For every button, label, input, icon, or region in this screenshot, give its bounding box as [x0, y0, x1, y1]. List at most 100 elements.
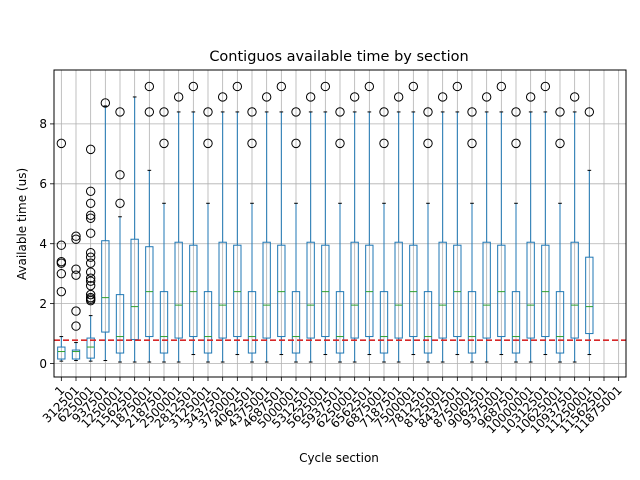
box-9062501 [481, 92, 492, 363]
box-body [335, 291, 345, 354]
outlier-point [203, 138, 213, 149]
outlier-point [349, 92, 360, 102]
box-body [497, 244, 506, 338]
outlier-point [85, 248, 96, 258]
outlier-point [437, 92, 448, 102]
box-body [291, 291, 301, 354]
box-2187501 [159, 107, 169, 363]
box-body [526, 241, 535, 339]
outlier-point [144, 107, 155, 117]
outlier-point [56, 240, 67, 250]
box-10625001 [555, 107, 565, 363]
box-body [365, 244, 374, 338]
outlier-point [247, 138, 257, 149]
outlier-point [85, 258, 96, 268]
box-body [277, 244, 286, 338]
outlier-point [525, 92, 536, 102]
outlier-point [71, 264, 81, 274]
box-body [350, 241, 359, 339]
box-body [306, 241, 315, 339]
box-body [57, 346, 66, 360]
outlier-point [379, 138, 389, 149]
y-tick-label: 6 [39, 177, 47, 191]
box-body [189, 244, 198, 338]
box-9687501 [511, 107, 521, 363]
box-5937501 [335, 107, 345, 363]
box-body [585, 256, 594, 335]
outlier-point [56, 138, 67, 149]
box-1 [56, 138, 67, 362]
box-body [482, 241, 491, 339]
box-5000001 [291, 107, 301, 363]
box-body [71, 349, 81, 360]
outlier-point [85, 252, 96, 262]
outlier-point [379, 107, 389, 117]
box-1562501 [130, 96, 139, 363]
outlier-point [276, 81, 287, 92]
outlier-point [71, 306, 81, 316]
box-body [511, 291, 521, 354]
y-axis-ticks: 0 2 4 6 8 [39, 117, 54, 371]
outlier-point [85, 210, 96, 220]
outlier-point [364, 81, 375, 92]
outlier-point [408, 81, 419, 92]
box-body [218, 241, 227, 339]
outlier-point [159, 107, 169, 117]
y-tick-label: 2 [39, 297, 47, 311]
box-937501 [100, 98, 111, 362]
outlier-point [188, 81, 199, 92]
box-8125001 [437, 92, 448, 363]
y-axis-title: Available time (us) [15, 168, 29, 280]
box-8437501 [452, 81, 463, 356]
outlier-point [71, 270, 81, 280]
box-body [379, 291, 389, 354]
outlier-point [85, 292, 96, 303]
outlier-point [71, 321, 81, 331]
box-5312501 [305, 92, 316, 363]
outlier-point [555, 138, 565, 149]
outlier-point [540, 81, 551, 92]
outlier-point [85, 186, 96, 197]
box-body [409, 244, 418, 338]
outlier-point [261, 92, 272, 102]
outlier-point [71, 234, 81, 244]
outlier-point [71, 231, 81, 241]
outlier-point [56, 256, 67, 267]
box-11250001 [584, 107, 595, 356]
outlier-point [511, 138, 521, 149]
box-body [203, 291, 213, 354]
box-body [321, 244, 330, 338]
box-body [438, 241, 447, 339]
box-1250001 [115, 107, 125, 363]
outlier-point [232, 81, 243, 92]
outlier-point [203, 107, 213, 117]
box-2812501 [188, 81, 199, 356]
x-axis-title: Cycle section [299, 451, 379, 465]
outlier-point [291, 138, 301, 149]
outlier-point [173, 92, 184, 102]
outlier-point [56, 286, 67, 297]
box-7500001 [408, 81, 419, 356]
outlier-point [217, 92, 228, 102]
box-body [101, 240, 110, 333]
box-3437501 [217, 92, 228, 363]
outlier-point [159, 138, 169, 149]
outlier-point [85, 198, 96, 208]
outlier-point [423, 138, 433, 149]
outlier-point [467, 138, 477, 149]
outlier-point [393, 92, 404, 102]
box-body [233, 244, 242, 338]
outlier-point [335, 107, 345, 117]
box-7812501 [423, 107, 433, 363]
outlier-point [115, 107, 125, 117]
box-body [174, 241, 183, 339]
box-body [159, 291, 169, 354]
box-body [130, 238, 139, 341]
outlier-point [85, 144, 96, 155]
box-body [86, 337, 95, 359]
outlier-point [85, 280, 96, 291]
outlier-point [85, 267, 96, 277]
outlier-point [144, 81, 155, 92]
